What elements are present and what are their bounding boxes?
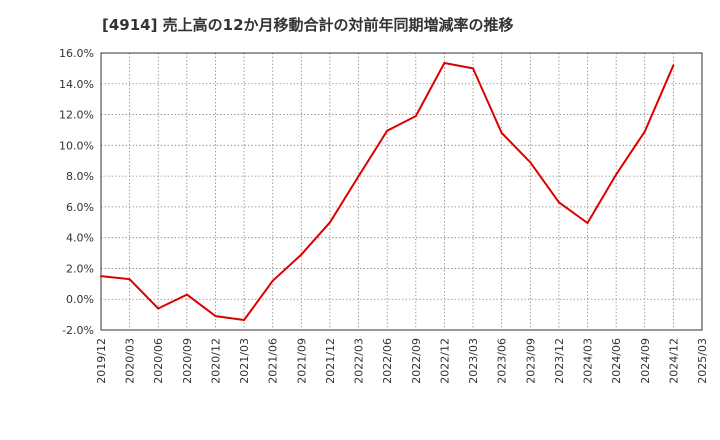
axes (100, 52, 703, 331)
x-tick-label: 2021/06 (267, 338, 280, 384)
x-tick-label: 2022/06 (381, 338, 394, 384)
x-tick-label: 2022/09 (410, 338, 423, 384)
x-tick-label: 2023/12 (553, 338, 566, 384)
x-tick-label: 2024/09 (639, 338, 652, 384)
data-point (185, 293, 188, 296)
x-tick-label: 2023/09 (524, 338, 537, 384)
x-tick-label: 2019/12 (95, 338, 108, 384)
y-tick-label: 4.0% (66, 232, 94, 245)
data-point (357, 175, 360, 178)
x-tick-label: 2021/03 (238, 338, 251, 384)
data-point (271, 279, 274, 282)
x-tick-label: 2024/12 (667, 338, 680, 384)
data-point (386, 129, 389, 132)
x-tick-label: 2022/03 (353, 338, 366, 384)
data-point (672, 64, 675, 67)
y-tick-labels: -2.0% 0.0% 2.0% 4.0% 6.0% 8.0% 10.0% 12.0% 14.0%… (59, 47, 94, 337)
data-point (157, 307, 160, 310)
x-tick-label: 2023/06 (496, 338, 509, 384)
data-point (328, 221, 331, 224)
y-tick-label: 0.0% (66, 293, 94, 306)
plot-area (101, 53, 702, 330)
x-tick-label: 2025/03 (696, 338, 709, 384)
y-tick-label: 2.0% (66, 262, 94, 275)
x-tick-labels: 2019/12 2020/03 2020/06 2020/09 2020/12 2021/… (95, 338, 709, 384)
x-tick-label: 2020/06 (152, 338, 165, 384)
data-point (128, 278, 131, 281)
chart-title: [4914] 売上高の12か月移動合計の対前年同期増減率の推移 (102, 16, 514, 34)
data-point (529, 161, 532, 164)
y-tick-label: -2.0% (62, 324, 94, 337)
y-tick-label: 16.0% (59, 47, 94, 60)
data-point (243, 318, 246, 321)
data-point (214, 315, 217, 318)
data-point (100, 275, 102, 278)
x-tick-label: 2022/12 (438, 338, 451, 384)
data-point (443, 62, 446, 65)
data-point (500, 132, 503, 135)
x-tick-label: 2024/06 (610, 338, 623, 384)
y-tick-label: 8.0% (66, 170, 94, 183)
x-tick-label: 2024/03 (582, 338, 595, 384)
y-tick-label: 12.0% (59, 109, 94, 122)
data-point (472, 67, 475, 70)
x-tick-label: 2021/12 (324, 338, 337, 384)
series (100, 62, 675, 321)
data-point (586, 222, 589, 225)
x-tick-label: 2020/03 (124, 338, 137, 384)
x-tick-label: 2021/09 (295, 338, 308, 384)
x-tick-label: 2020/09 (181, 338, 194, 384)
data-point (557, 201, 560, 204)
plot-frame (100, 52, 703, 331)
x-tick-label: 2020/12 (209, 338, 222, 384)
data-point (615, 173, 618, 176)
data-point (300, 253, 303, 256)
data-point (643, 130, 646, 133)
y-tick-label: 6.0% (66, 201, 94, 214)
x-tick-label: 2023/03 (467, 338, 480, 384)
y-tick-label: 10.0% (59, 139, 94, 152)
data-point (414, 115, 417, 118)
grid (100, 52, 703, 331)
y-tick-label: 14.0% (59, 78, 94, 91)
